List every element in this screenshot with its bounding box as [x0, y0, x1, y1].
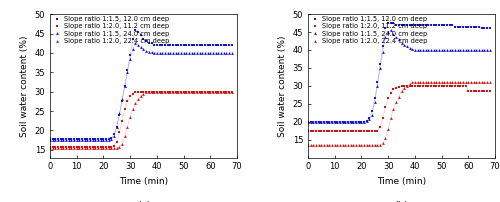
- Text: (a): (a): [136, 201, 150, 202]
- Y-axis label: Soil water content (%): Soil water content (%): [278, 35, 287, 137]
- X-axis label: Time (min): Time (min): [377, 177, 426, 186]
- X-axis label: Time (min): Time (min): [119, 177, 168, 186]
- Legend: Slope ratio 1:1.5, 12.0 cm deep, Slope ratio 1:2.0, 11.2 cm deep, Slope ratio 1:: Slope ratio 1:1.5, 12.0 cm deep, Slope r…: [52, 16, 170, 45]
- Text: (b): (b): [394, 201, 408, 202]
- Legend: Slope ratio 1:1.5, 12.0 cm deep, Slope ratio 1:2.0, 11.2 cm deep, Slope ratio 1:: Slope ratio 1:1.5, 12.0 cm deep, Slope r…: [310, 16, 428, 45]
- Y-axis label: Soil water content (%): Soil water content (%): [20, 35, 29, 137]
